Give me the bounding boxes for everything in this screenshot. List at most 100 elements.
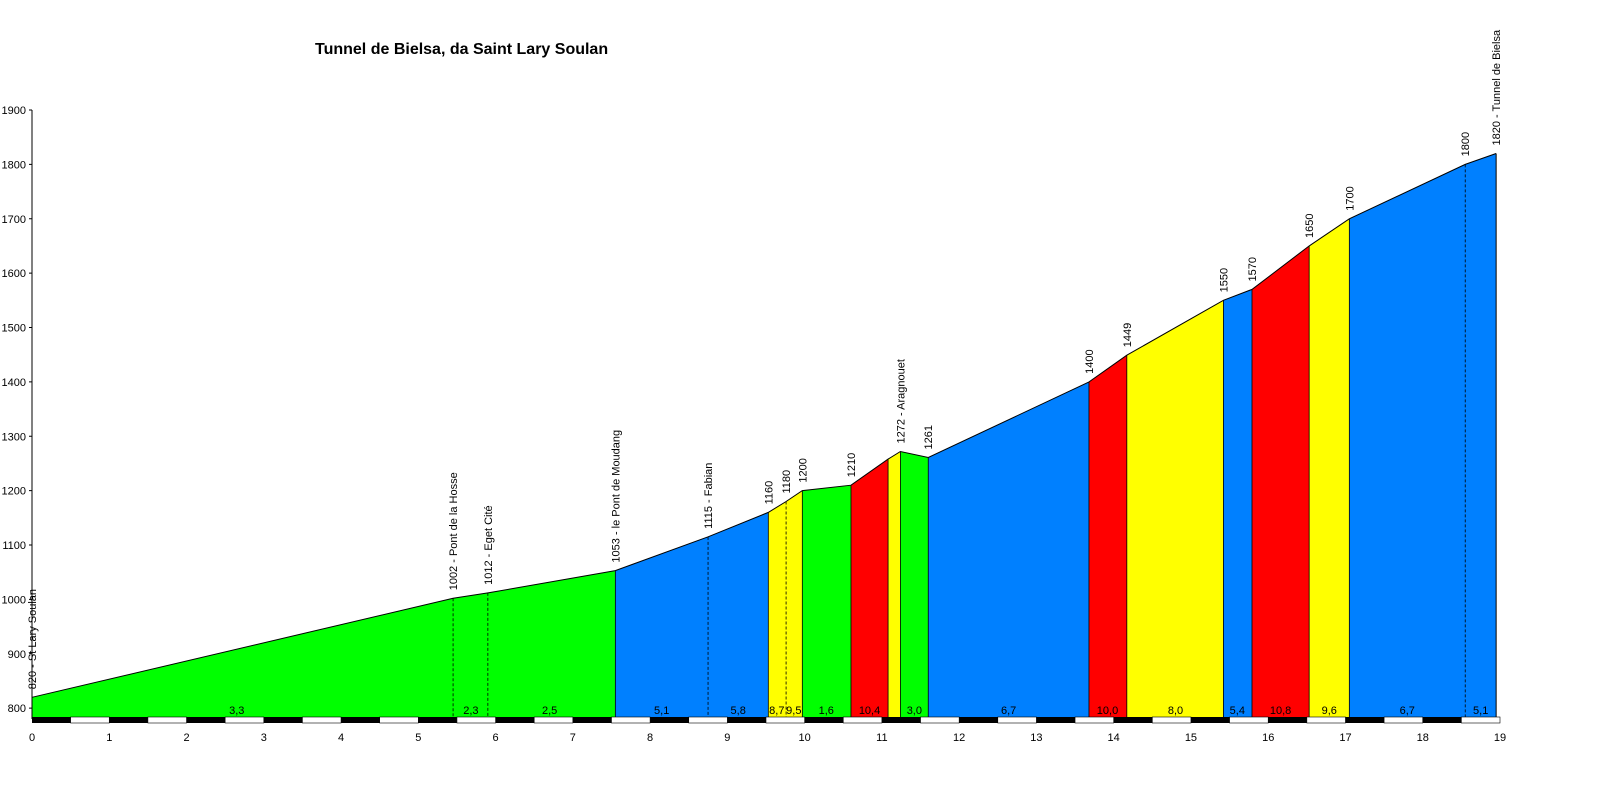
x-tick-label-7: 7: [570, 732, 576, 744]
y-tick-label-800: 800: [8, 703, 26, 715]
x-tick-label-14: 14: [1108, 732, 1120, 744]
grade-label-15: 9,6: [1322, 705, 1337, 717]
x-tick-label-9: 9: [724, 732, 730, 744]
y-tick-label-1400: 1400: [2, 377, 26, 389]
grade-labels: 3,3 2,3 2,5 5,1 5,8 8,7 9,5 1,6 10,4 3,0 6,7 10,0 8,…: [229, 705, 1488, 717]
x-tick-label-8: 8: [647, 732, 653, 744]
x-tick-label-3: 3: [261, 732, 267, 744]
y-tick-label-1000: 1000: [2, 594, 26, 606]
ruler-white-4: [379, 716, 419, 724]
segment-area-7: [928, 381, 1089, 719]
x-tick-label-13: 13: [1030, 732, 1042, 744]
grade-label-10: 6,7: [1001, 705, 1016, 717]
ruler-black-8: [650, 717, 689, 723]
profile-line: [31, 153, 1497, 698]
ruler-black-15: [1190, 717, 1230, 723]
grade-label-1: 2,3: [463, 705, 478, 717]
segment-areas: [32, 153, 1497, 720]
chart-title: Tunnel de Bielsa, da Saint Lary Soulan: [315, 41, 608, 58]
ruler-white-6: [533, 716, 574, 724]
x-tick-label-18: 18: [1417, 732, 1429, 744]
grade-label-9: 3,0: [907, 705, 922, 717]
x-tick-label-6: 6: [493, 732, 499, 744]
grade-label-14: 10,8: [1270, 705, 1291, 717]
ruler-black-0: [32, 717, 71, 723]
ruler-white-5: [456, 716, 496, 724]
x-tick-label-4: 4: [338, 732, 344, 744]
ruler-black-12: [959, 717, 998, 723]
y-tick-label-900: 900: [8, 649, 26, 661]
point-label-3: 1053 - le Pont de Moudang: [610, 430, 622, 563]
y-tick-label-1200: 1200: [2, 486, 26, 498]
grade-label-4: 5,8: [731, 705, 746, 717]
ruler-white-17: [1383, 716, 1424, 724]
ruler-white-0: [70, 716, 110, 724]
x-tick-label-10: 10: [799, 732, 811, 744]
point-label-14: 1550: [1218, 268, 1230, 292]
y-tick-label-1600: 1600: [2, 268, 26, 280]
segment-area-2: [768, 490, 803, 719]
point-label-0: 820 - St Lary Soulan: [27, 589, 39, 689]
grade-label-13: 5,4: [1230, 705, 1245, 717]
segment-area-5: [888, 451, 901, 719]
ruler-white-12: [997, 716, 1037, 724]
y-tick-label-1700: 1700: [2, 214, 26, 226]
grade-label-17: 5,1: [1473, 705, 1488, 717]
x-tick-label-19: 19: [1494, 732, 1506, 744]
x-tick-label-5: 5: [415, 732, 421, 744]
segment-area-9: [1126, 300, 1224, 719]
grade-label-16: 6,7: [1400, 705, 1415, 717]
segment-area-13: [1349, 153, 1497, 719]
ruler-black-14: [1113, 717, 1153, 723]
grade-label-11: 10,0: [1097, 705, 1118, 717]
ruler-white-1: [147, 716, 187, 724]
grade-label-12: 8,0: [1168, 705, 1183, 717]
segment-area-10: [1223, 289, 1252, 719]
ruler-white-14: [1152, 716, 1192, 724]
ruler-white-8: [688, 716, 728, 724]
ruler-black-2: [186, 717, 226, 723]
grade-label-7: 1,6: [819, 705, 834, 717]
grade-label-8: 10,4: [859, 705, 880, 717]
point-label-17: 1700: [1344, 186, 1356, 210]
x-tick-label-17: 17: [1339, 732, 1351, 744]
ruler-black-6: [495, 717, 535, 723]
y-tick-label-1300: 1300: [2, 431, 26, 443]
ruler-white-11: [920, 716, 960, 724]
segment-area-4: [850, 459, 889, 719]
segment-area-12: [1309, 218, 1350, 720]
x-tick-label-12: 12: [953, 732, 965, 744]
point-labels: 820 - St Lary Soulan 1002 - Pont de la Ho…: [27, 29, 1503, 689]
y-tick-label-1500: 1500: [2, 323, 26, 335]
x-tick-label-0: 0: [29, 732, 35, 744]
grade-label-5: 8,7: [769, 705, 784, 717]
point-label-8: 1210: [846, 453, 858, 477]
point-label-12: 1400: [1084, 349, 1096, 373]
ruler-black-4: [341, 717, 380, 723]
grade-label-3: 5,1: [654, 705, 669, 717]
point-label-16: 1650: [1304, 213, 1316, 237]
ruler-white-9: [765, 716, 805, 724]
point-label-7: 1200: [797, 458, 809, 482]
ruler-white-15: [1229, 716, 1269, 724]
segment-area-11: [1251, 245, 1310, 719]
ruler-black-1: [109, 717, 148, 723]
x-tick-label-16: 16: [1262, 732, 1274, 744]
grade-label-0: 3,3: [229, 705, 244, 717]
ruler-black-17: [1345, 717, 1385, 723]
point-label-1: 1002 - Pont de la Hosse: [448, 472, 460, 590]
grade-label-2: 2,5: [542, 705, 557, 717]
x-tick-label-15: 15: [1185, 732, 1197, 744]
y-tick-label-1800: 1800: [2, 159, 26, 171]
x-tick-label-1: 1: [106, 732, 112, 744]
point-label-18: 1800: [1460, 132, 1472, 156]
point-label-4: 1115 - Fabian: [703, 463, 715, 529]
ruler-black-9: [727, 717, 766, 723]
ruler-white-13: [1074, 716, 1114, 724]
ruler-white-10: [842, 716, 883, 724]
segment-area-6: [900, 451, 929, 719]
ruler-black-13: [1036, 717, 1076, 723]
ruler-black-18: [1422, 717, 1462, 723]
point-label-5: 1160: [763, 481, 775, 505]
